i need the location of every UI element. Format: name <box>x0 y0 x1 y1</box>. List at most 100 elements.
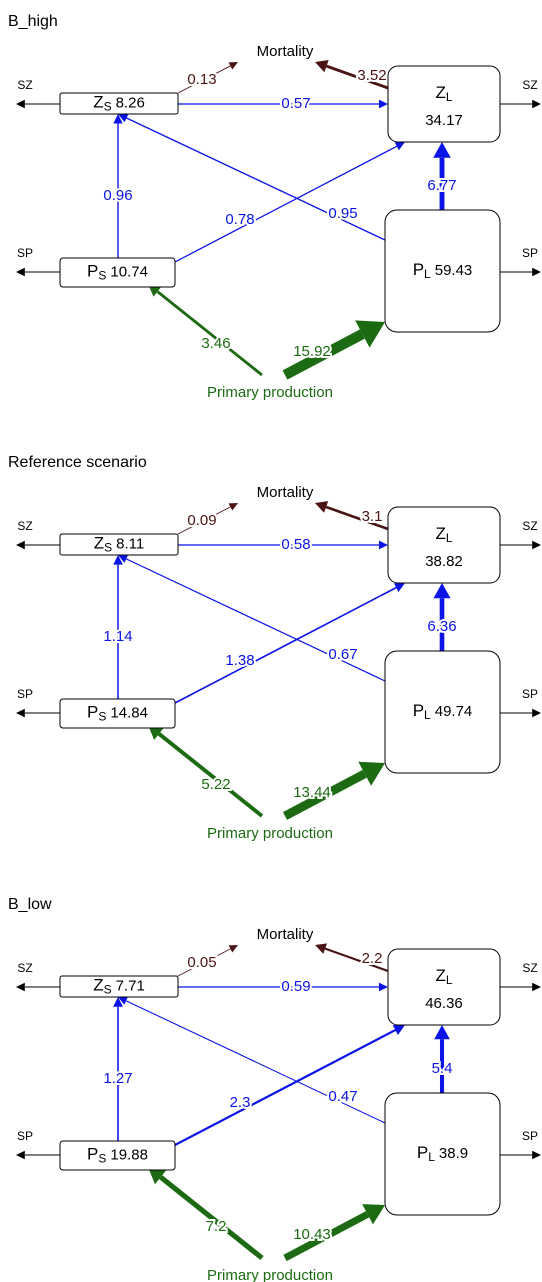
node-box <box>59 975 179 998</box>
node-box <box>59 92 179 115</box>
node-label: PL 59.43 <box>413 260 473 281</box>
flow-arrow <box>156 290 263 377</box>
flow-arrow-head <box>113 555 123 565</box>
flow-label: 3.46 <box>201 335 230 352</box>
export-arrow-head <box>532 1150 541 1160</box>
flow-arrow <box>174 145 398 263</box>
flow-label: 0.78 <box>225 211 254 228</box>
node-subscript: S <box>104 541 112 555</box>
flow-label: 1.14 <box>103 628 132 645</box>
node-symbol: P <box>87 703 98 722</box>
node-box <box>384 650 501 774</box>
node-value: 38.82 <box>425 553 463 570</box>
node-value: 49.74 <box>435 703 473 720</box>
flow-label: 5.4 <box>432 1060 453 1077</box>
export-arrow-head <box>532 982 541 992</box>
node-label: PS 14.84 <box>87 703 148 724</box>
export-label: SP <box>522 246 538 260</box>
flow-arrow-head <box>393 583 405 592</box>
flow-arrow <box>126 558 386 682</box>
export-arrow-head <box>16 99 25 109</box>
flow-arrow-head <box>228 945 238 953</box>
flow-label: 13.44 <box>293 784 331 801</box>
node-subscript: S <box>98 1152 106 1166</box>
flow-label: 0.09 <box>187 512 216 529</box>
flow-arrow <box>125 1000 386 1124</box>
node-label: ZS 8.11 <box>94 534 145 555</box>
flow-label: 0.47 <box>328 1088 357 1105</box>
flow-arrow <box>324 947 389 972</box>
export-label: SP <box>522 687 538 701</box>
node-box <box>384 1092 501 1216</box>
flow-arrow-head <box>378 99 388 109</box>
node-subscript: L <box>428 1150 435 1164</box>
node-box <box>384 209 501 333</box>
export-arrow-head <box>16 708 25 718</box>
node-label: ZL <box>435 83 452 104</box>
node-value: 14.84 <box>110 704 148 721</box>
node-value: 8.11 <box>116 535 144 552</box>
flow-label: 0.67 <box>328 646 357 663</box>
flow-arrow-head <box>358 761 385 786</box>
flow-arrow <box>282 769 367 820</box>
node-box <box>59 257 176 288</box>
flow-label: 0.95 <box>328 205 357 222</box>
node-subscript: L <box>424 708 431 722</box>
flow-label: 5.22 <box>201 776 230 793</box>
node-subscript: S <box>104 100 112 114</box>
node-subscript: L <box>424 267 431 281</box>
node-box <box>387 506 501 584</box>
node-symbol: P <box>87 1145 98 1164</box>
export-label: SP <box>17 1129 33 1143</box>
flow-arrow-head <box>228 503 238 511</box>
node-symbol: Z <box>435 966 445 985</box>
flow-arrow-head <box>378 982 388 992</box>
flow-arrow-head <box>392 1025 405 1036</box>
export-arrow-head <box>16 982 25 992</box>
flow-arrow <box>326 64 389 90</box>
flow-arrow-head <box>118 113 129 123</box>
node-label: ZS 8.26 <box>93 93 145 114</box>
mortality-label: Mortality <box>257 926 314 943</box>
flow-arrow <box>177 65 231 94</box>
flow-arrow <box>174 1029 396 1146</box>
flow-label: 1.27 <box>103 1070 132 1087</box>
flow-arrow <box>283 1211 370 1262</box>
export-label: SZ <box>17 961 32 975</box>
flow-arrow-head <box>315 943 328 954</box>
export-label: SP <box>17 246 33 260</box>
mortality-label: Mortality <box>257 484 314 501</box>
node-value: 19.88 <box>110 1146 148 1163</box>
primary-production-label: Primary production <box>207 825 333 842</box>
panel-title: B_low <box>8 896 52 913</box>
flow-arrow <box>177 506 231 535</box>
node-box <box>59 533 179 556</box>
flow-arrow-head <box>355 320 385 348</box>
node-value: 7.71 <box>116 977 145 994</box>
flow-arrow-head <box>433 583 451 599</box>
flow-label: 10.43 <box>293 1226 331 1243</box>
flow-label: 0.96 <box>103 187 132 204</box>
node-symbol: Z <box>94 534 104 553</box>
node-label: ZL <box>435 524 452 545</box>
primary-production-label: Primary production <box>207 384 333 401</box>
node-label: PS 10.74 <box>87 262 148 283</box>
node-value: 10.74 <box>110 263 148 280</box>
export-label: SZ <box>17 78 32 92</box>
flow-arrow <box>177 948 231 977</box>
node-subscript: L <box>446 531 453 545</box>
primary-production-label: Primary production <box>207 1267 333 1282</box>
flow-arrow-head <box>228 62 238 70</box>
flow-label: 0.57 <box>281 95 310 112</box>
node-value: 34.17 <box>425 112 463 129</box>
export-label: SZ <box>17 519 32 533</box>
node-value: 8.26 <box>116 94 145 111</box>
node-subscript: S <box>104 983 112 997</box>
flow-arrow <box>325 505 389 531</box>
node-label: ZS 7.71 <box>93 976 145 997</box>
node-box <box>59 1140 176 1171</box>
export-arrow-head <box>16 267 25 277</box>
export-arrow-head <box>532 708 541 718</box>
